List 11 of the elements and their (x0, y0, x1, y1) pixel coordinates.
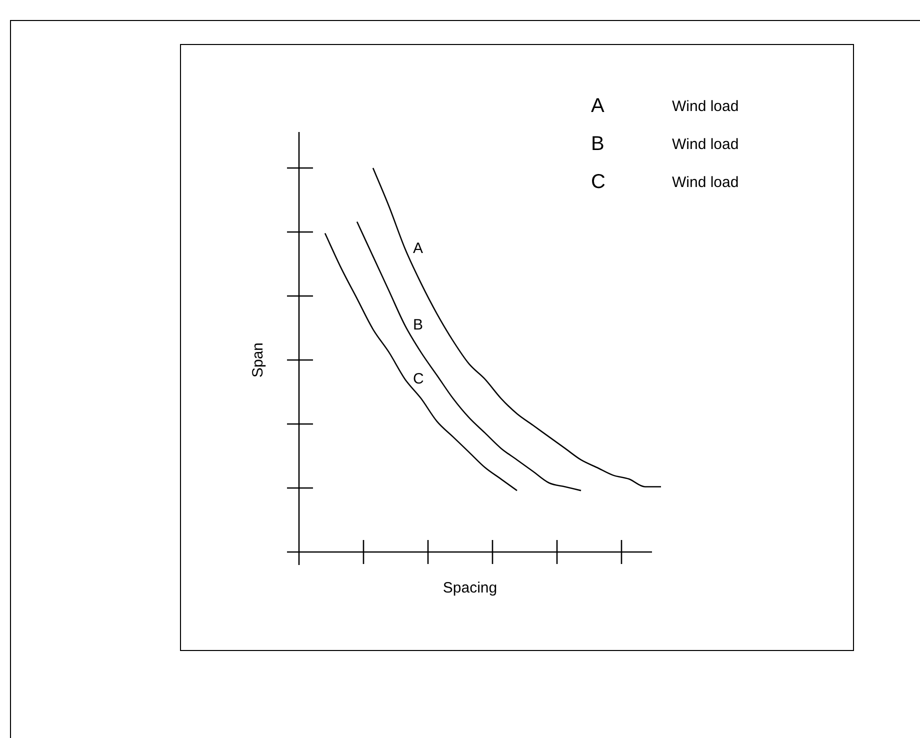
x-axis-title: Spacing (442, 580, 498, 596)
text: A (591, 95, 604, 118)
y-axis-title: Span (250, 342, 266, 378)
series-label: B (413, 316, 424, 334)
series-label: A (413, 240, 424, 257)
text: Wind load (672, 136, 739, 153)
text: Wind load (672, 98, 739, 115)
text: Wind load (672, 174, 739, 191)
annotation: C (591, 171, 606, 194)
text: B (591, 133, 604, 156)
series-label: C (413, 370, 424, 388)
